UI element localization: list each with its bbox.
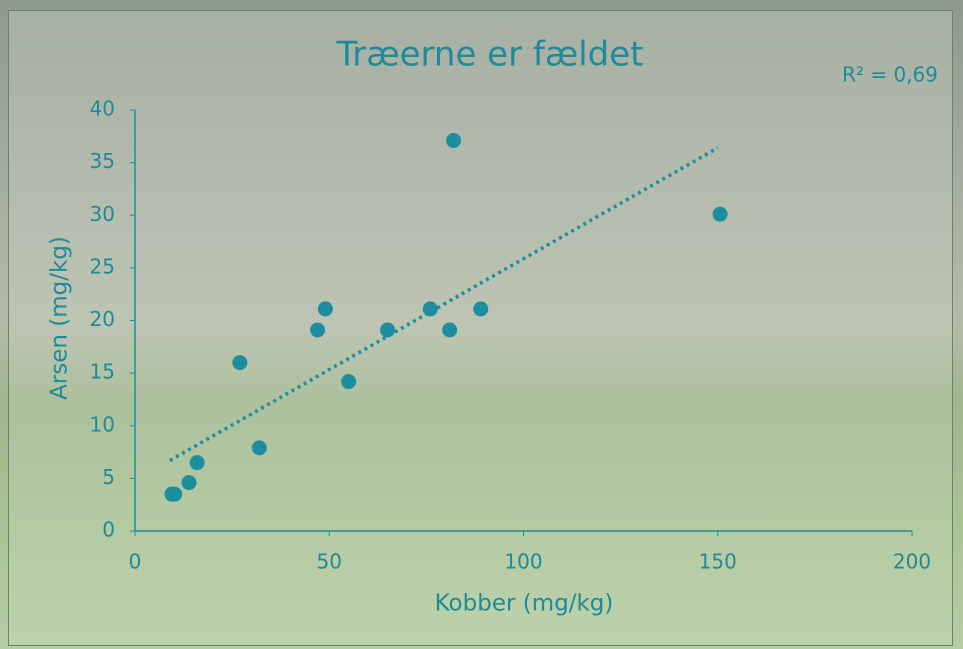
r-squared: R² = 0,69 [842, 63, 938, 87]
point [473, 301, 488, 316]
chart: Træerne er fældet R² = 0,69 Kobber (mg/k… [0, 0, 963, 649]
trendline [170, 148, 718, 461]
y-tick-label: 10 [90, 412, 115, 436]
x-tick-label: 100 [504, 550, 542, 574]
point [341, 374, 356, 389]
y-tick-label: 20 [90, 307, 115, 331]
point [232, 355, 247, 370]
point [190, 455, 205, 470]
y-tick-label: 5 [102, 465, 115, 489]
point [167, 487, 182, 502]
x-tick-label: 200 [893, 550, 931, 574]
point [182, 475, 197, 490]
y-tick-label: 40 [90, 97, 115, 121]
x-tick-label: 150 [699, 550, 737, 574]
y-tick-label: 15 [90, 360, 115, 384]
point [442, 322, 457, 337]
y-tick-label: 35 [90, 149, 115, 173]
x-axis-title: Kobber (mg/kg) [435, 591, 614, 617]
y-tick-label: 30 [90, 202, 115, 226]
point [310, 322, 325, 337]
page: {"chart_data": {"type": "scatter", "titl… [0, 0, 963, 649]
x-tick-label: 50 [317, 550, 342, 574]
chart-title: Træerne er fældet [335, 35, 643, 75]
x-tick-label: 0 [129, 550, 142, 574]
point [713, 207, 728, 222]
y-tick-label: 0 [102, 518, 115, 542]
point [380, 322, 395, 337]
point [252, 440, 267, 455]
point [446, 133, 461, 148]
y-tick-label: 25 [90, 254, 115, 278]
y-axis-title: Arsen (mg/kg) [47, 236, 73, 400]
point [318, 301, 333, 316]
point [423, 301, 438, 316]
